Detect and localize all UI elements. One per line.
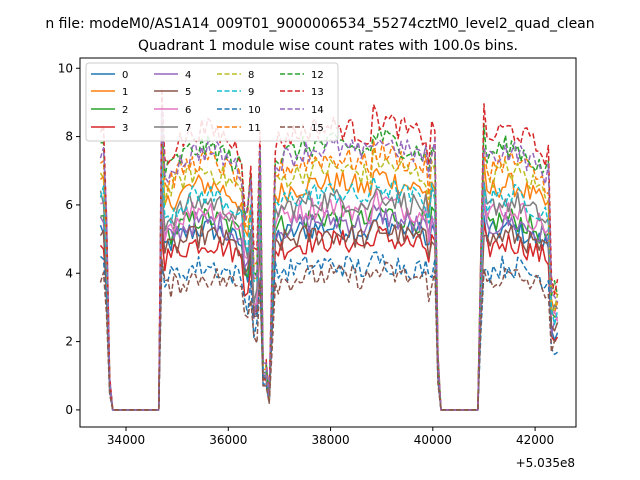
legend-label-8: 8 [248, 70, 254, 81]
x-tick-label: 40000 [414, 433, 452, 447]
series-line-12 [100, 115, 559, 411]
y-tick-label: 6 [65, 198, 73, 212]
legend-label-0: 0 [122, 70, 128, 81]
series-line-4 [99, 194, 559, 411]
legend-label-1: 1 [122, 87, 128, 98]
legend-label-10: 10 [248, 105, 261, 116]
series-line-15 [99, 258, 558, 411]
legend-label-7: 7 [185, 123, 191, 134]
legend-label-11: 11 [248, 123, 261, 134]
legend-label-14: 14 [311, 105, 324, 116]
series-line-10 [99, 251, 559, 411]
legend-frame [85, 62, 339, 142]
x-tick-label: 36000 [209, 433, 247, 447]
x-offset-label: +5.035e8 [516, 456, 575, 470]
legend-label-5: 5 [185, 87, 191, 98]
x-tick-label: 42000 [516, 433, 554, 447]
y-tick-label: 2 [65, 335, 73, 349]
x-tick-label: 34000 [107, 433, 145, 447]
series-line-3 [99, 222, 559, 411]
axes-frame [79, 57, 577, 428]
legend-label-15: 15 [311, 123, 324, 134]
y-tick-label: 4 [65, 266, 73, 280]
legend-label-12: 12 [311, 70, 324, 81]
legend-label-3: 3 [122, 123, 128, 134]
legend-label-6: 6 [185, 105, 191, 116]
series-line-9 [99, 157, 559, 411]
series-line-14 [99, 108, 559, 411]
y-tick-label: 0 [65, 403, 73, 417]
y-tick-label: 8 [65, 130, 73, 144]
legend-label-4: 4 [185, 70, 191, 81]
chart-title: Quadrant 1 module wise count rates with … [138, 38, 518, 54]
legend-label-9: 9 [248, 87, 254, 98]
figure-suptitle: n file: modeM0/AS1A14_009T01_9000006534_… [45, 16, 594, 32]
y-tick-label: 10 [58, 61, 73, 75]
legend-label-2: 2 [122, 105, 128, 116]
x-tick-label: 38000 [311, 433, 349, 447]
series-line-6 [100, 190, 559, 411]
legend-label-13: 13 [311, 87, 324, 98]
